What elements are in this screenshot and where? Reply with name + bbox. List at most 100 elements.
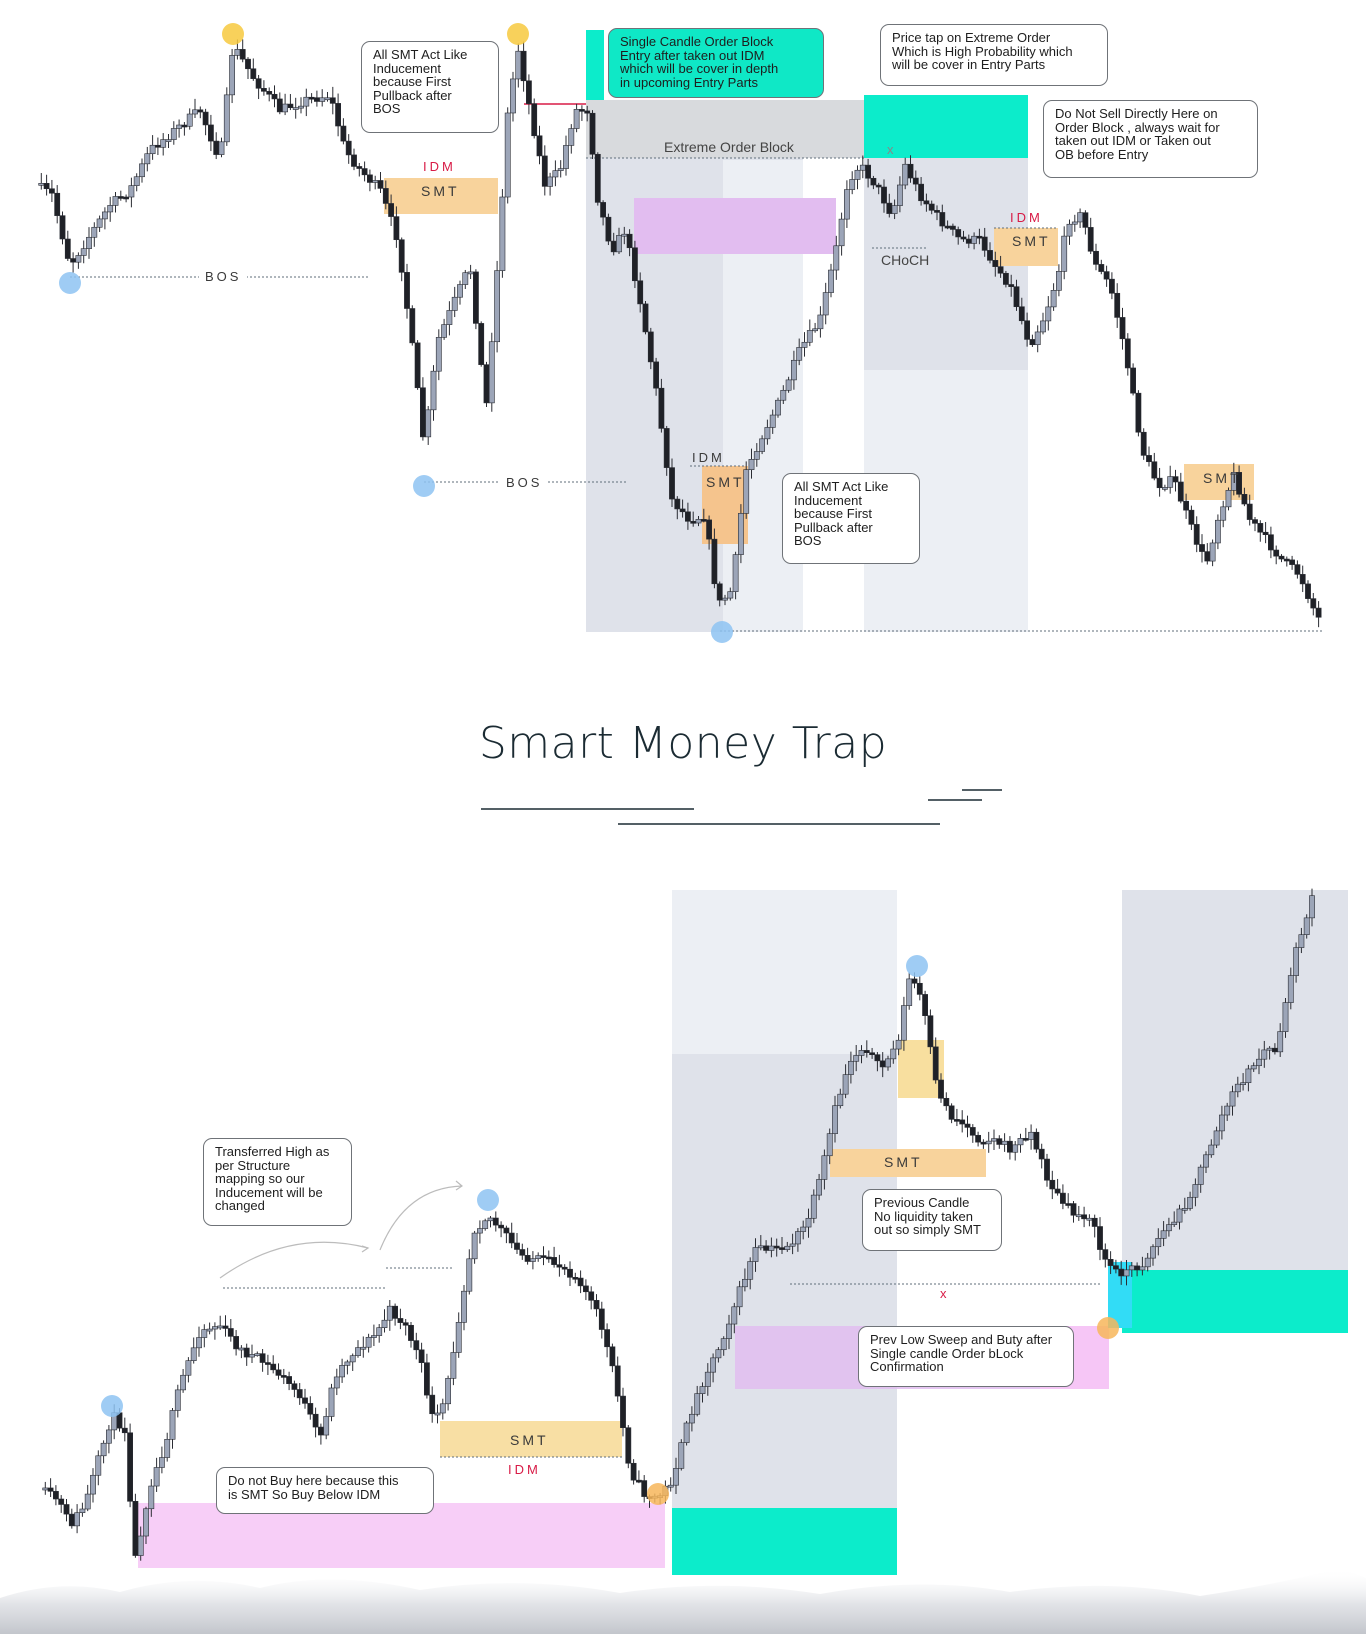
- candle: [377, 180, 384, 189]
- candle: [800, 1226, 807, 1232]
- candle: [333, 1376, 340, 1389]
- candle: [885, 1058, 891, 1068]
- candle: [117, 196, 124, 199]
- candle: [1268, 534, 1274, 551]
- candle: [260, 88, 267, 92]
- candle: [1160, 1230, 1167, 1239]
- candle: [132, 1500, 139, 1556]
- candle: [775, 399, 781, 416]
- candle: [620, 1395, 626, 1428]
- candle: [610, 240, 617, 253]
- candle: [1303, 917, 1310, 935]
- candle: [806, 330, 813, 343]
- candle: [847, 1060, 854, 1075]
- idm-label: IDM: [508, 1462, 541, 1477]
- candle: [805, 1217, 812, 1228]
- candle: [1167, 476, 1174, 488]
- candle: [907, 163, 914, 179]
- candle: [673, 1468, 679, 1486]
- candle: [663, 428, 670, 468]
- candle: [573, 109, 580, 129]
- candle: [245, 58, 251, 70]
- idm-label: IDM: [423, 159, 456, 174]
- candle: [392, 1305, 398, 1319]
- candle: [1287, 975, 1294, 1003]
- candle: [1229, 1091, 1236, 1107]
- candle: [865, 164, 871, 179]
- candle: [1135, 392, 1142, 433]
- candle: [1034, 331, 1041, 346]
- swing-high-marker: [1097, 1317, 1119, 1339]
- candle: [418, 1349, 425, 1364]
- candle: [902, 163, 909, 186]
- candle: [965, 238, 972, 244]
- candle: [112, 196, 119, 206]
- swing-low-marker: [477, 1189, 499, 1211]
- candle: [229, 55, 235, 96]
- candle: [906, 978, 913, 1006]
- candle: [1252, 519, 1258, 524]
- top-swing-markers: [59, 23, 733, 643]
- candle: [801, 341, 808, 348]
- candle: [1220, 506, 1227, 521]
- candle: [531, 103, 538, 137]
- candle: [822, 292, 829, 316]
- top-zones: [384, 30, 1254, 632]
- candle: [408, 1324, 414, 1341]
- candle: [1124, 338, 1131, 369]
- bos-label: BOS: [199, 269, 248, 284]
- candle: [483, 364, 490, 404]
- candle: [75, 255, 82, 263]
- candle: [498, 1224, 504, 1229]
- candle: [1282, 1002, 1289, 1032]
- candle: [429, 1394, 436, 1415]
- candle: [1305, 583, 1311, 599]
- candle: [339, 1365, 345, 1378]
- candle: [688, 1413, 695, 1424]
- swing-low-marker: [413, 475, 435, 497]
- candle: [881, 186, 887, 204]
- candle: [434, 1412, 441, 1416]
- candle: [137, 1535, 144, 1556]
- candle: [953, 1119, 960, 1122]
- candle: [1070, 1203, 1077, 1216]
- candle: [976, 235, 983, 239]
- candle: [510, 78, 516, 114]
- candle: [853, 1055, 860, 1062]
- candle: [515, 50, 522, 80]
- candle: [520, 50, 527, 82]
- candle: [323, 1416, 330, 1436]
- candle: [1241, 494, 1248, 505]
- candle: [1028, 1131, 1034, 1140]
- candle: [642, 303, 649, 333]
- candle: [545, 1256, 552, 1260]
- candle: [1224, 1105, 1231, 1116]
- candle: [1091, 1217, 1098, 1227]
- annotation-bubble: Price tap on Extreme Order Which is High…: [880, 24, 1108, 86]
- candle: [737, 513, 744, 555]
- candle: [911, 978, 918, 984]
- candle: [100, 1442, 107, 1457]
- candle: [763, 1245, 769, 1251]
- candle: [895, 1039, 902, 1050]
- swing-high-marker: [507, 23, 529, 45]
- order-block-bottom-2: [1122, 1270, 1348, 1333]
- candle: [594, 153, 601, 203]
- candle: [1209, 542, 1216, 562]
- candle: [59, 215, 66, 240]
- candle: [971, 235, 977, 244]
- candle: [604, 1329, 610, 1348]
- candle: [743, 469, 750, 514]
- candle: [1045, 306, 1052, 322]
- candle: [1077, 212, 1083, 223]
- candle: [768, 1245, 775, 1251]
- candle: [1103, 271, 1110, 280]
- candle: [748, 459, 755, 470]
- candle: [525, 80, 532, 104]
- candle: [466, 1258, 473, 1292]
- candle: [641, 1480, 648, 1497]
- annotation-bubble: Do Not Sell Directly Here on Order Block…: [1043, 100, 1258, 178]
- candle: [176, 124, 182, 129]
- candle: [386, 1305, 393, 1321]
- candle: [133, 176, 140, 186]
